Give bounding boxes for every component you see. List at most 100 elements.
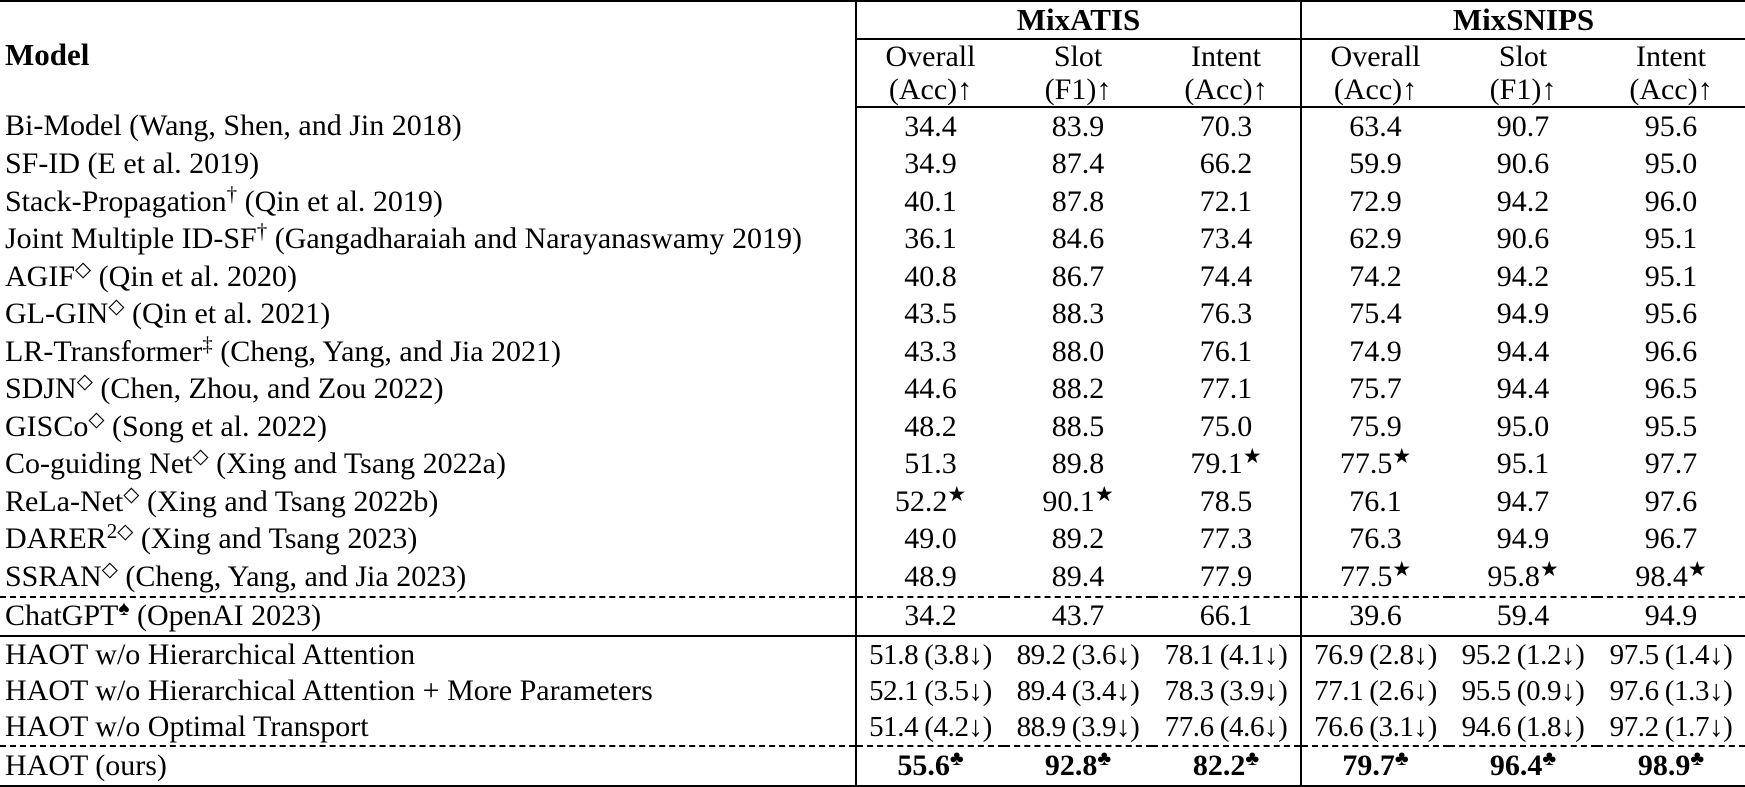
table-row: Co-guiding Net◇ (Xing and Tsang 2022a) 51… (0, 444, 1745, 483)
value-cell: 94.9 (1496, 297, 1550, 331)
value-cell: 95.6 (1644, 109, 1698, 143)
value-cell: 70.3 (1199, 109, 1253, 143)
value-cell: 83.9 (1051, 109, 1105, 143)
value-cell: 95.1 (1644, 222, 1698, 256)
value-cell: 75.4 (1300, 295, 1450, 333)
header-mixatis-overall: Overall (Acc)↑ (855, 39, 1004, 108)
value-cell: 84.6 (1051, 222, 1105, 256)
value-cell: 34.9 (855, 145, 1004, 183)
value-cell: 95.5 (0.9↓) (1461, 674, 1585, 707)
value-cell: 43.7 (1004, 595, 1152, 636)
model-name: Bi-Model (Wang, Shen, and Jin 2018) (5, 109, 462, 143)
value-cell: 76.1 (1300, 483, 1450, 521)
value-cell: 34.4 (855, 107, 1004, 146)
value-cell: 78.5 (1199, 484, 1253, 518)
model-name: HAOT (ours) (0, 745, 856, 786)
value-cell: 75.0 (1199, 409, 1253, 443)
table-row: SF-ID (E et al. 2019) 34.9 87.4 66.2 59.9 90.… (0, 145, 1745, 183)
value-cell: 95.0 (1496, 409, 1550, 443)
model-name: Co-guiding Net◇ (Xing and Tsang 2022a) (5, 444, 506, 481)
table-row: DARER2◇ (Xing and Tsang 2023) 49.0 89.2 77.… (0, 519, 1745, 558)
value-cell: 76.3 (1199, 297, 1253, 331)
value-cell: 59.9 (1300, 145, 1450, 183)
value-cell: 52.2★ (855, 483, 1004, 521)
value-cell: 95.2 (1.2↓) (1449, 635, 1598, 673)
value-cell: 51.3 (855, 445, 1004, 483)
table-row: SSRAN◇ (Cheng, Yang, and Jia 2023) 48.9 89… (0, 558, 1745, 597)
value-cell: 77.6 (4.6↓) (1164, 710, 1288, 743)
value-cell: 97.6 (1.3↓) (1609, 674, 1733, 707)
value-cell: 95.1 (1496, 447, 1550, 481)
metric-header-row: Overall (Acc)↑ Slot (F1)↑ Intent (Acc)↑ Ove… (0, 39, 1745, 108)
model-name: HAOT w/o Hierarchical Attention + More P… (5, 674, 653, 707)
value-cell: 43.3 (855, 333, 1004, 371)
value-cell: 77.1 (2.6↓) (1300, 673, 1450, 709)
value-cell: 82.2♣ (1152, 745, 1302, 786)
value-cell: 94.2 (1496, 259, 1550, 293)
value-cell: 94.7 (1496, 484, 1550, 518)
value-cell: 78.1 (4.1↓) (1152, 635, 1302, 673)
model-name: SDJN◇ (Chen, Zhou, and Zou 2022) (5, 369, 444, 406)
value-cell: 87.8 (1051, 184, 1105, 218)
value-cell: 90.6 (1496, 222, 1550, 256)
value-cell: 51.4 (4.2↓) (855, 709, 1004, 746)
value-cell: 76.6 (3.1↓) (1300, 709, 1450, 746)
model-name: DARER2◇ (Xing and Tsang 2023) (5, 519, 418, 556)
table-row: ReLa-Net◇ (Xing and Tsang 2022b) 52.2★ 90.… (0, 483, 1745, 521)
table-row: AGIF◇ (Qin et al. 2020) 40.8 86.7 74.4 74.2 9… (0, 258, 1745, 296)
table-row: HAOT (ours) 55.6♣ 92.8♣ 82.2♣ 79.7♣ 96.4♣ 98.9… (0, 745, 1745, 786)
value-cell: 87.4 (1051, 147, 1105, 181)
value-cell: 66.1 (1152, 595, 1302, 636)
value-cell: 77.5★ (1300, 558, 1450, 597)
model-name: GL-GIN◇ (Qin et al. 2021) (5, 294, 331, 331)
value-cell: 96.6 (1644, 334, 1698, 368)
value-cell: 94.6 (1.8↓) (1461, 710, 1585, 743)
value-cell: 98.9♣ (1597, 745, 1745, 786)
value-cell: 51.8 (3.8↓) (855, 635, 1004, 673)
value-cell: 66.2 (1199, 147, 1253, 181)
value-cell: 77.9 (1199, 559, 1253, 593)
table-row: Joint Multiple ID-SF† (Gangadharaiah and… (0, 220, 1745, 258)
value-cell: 49.0 (855, 520, 1004, 558)
value-cell: 77.1 (1199, 372, 1253, 406)
value-cell: 92.8♣ (1004, 745, 1152, 786)
value-cell: 34.2 (855, 595, 1004, 636)
value-cell: 90.1★ (1042, 481, 1114, 518)
header-mixsnips-slot: Slot (F1)↑ (1449, 39, 1598, 108)
value-cell: 95.1 (1644, 259, 1698, 293)
model-name: SF-ID (E et al. 2019) (5, 147, 260, 181)
value-cell: 73.4 (1199, 222, 1253, 256)
model-name: AGIF◇ (Qin et al. 2020) (5, 256, 297, 293)
value-cell: 96.5 (1644, 372, 1698, 406)
value-cell: 94.2 (1496, 184, 1550, 218)
group-header-mixatis: MixATIS (854, 1, 1302, 40)
value-cell: 79.7♣ (1300, 745, 1450, 786)
table-row: HAOT w/o Hierarchical Attention + More P… (0, 673, 1745, 709)
table-row: GISCo◇ (Song et al. 2022) 48.2 88.5 75.0 75.… (0, 408, 1745, 446)
value-cell: 88.3 (1051, 297, 1105, 331)
table-row: LR-Transformer‡ (Cheng, Yang, and Jia 20… (0, 333, 1745, 371)
value-cell: 95.5 (1644, 409, 1698, 443)
value-cell: 74.9 (1300, 333, 1450, 371)
model-name: ChatGPT♠ (OpenAI 2023) (0, 595, 856, 636)
group-header-row: Model MixATIS MixSNIPS (0, 1, 1745, 72)
value-cell: 89.8 (1051, 447, 1105, 481)
value-cell: 95.8★ (1487, 556, 1559, 593)
value-cell: 72.9 (1300, 183, 1450, 221)
model-name: Stack-Propagation† (Qin et al. 2019) (5, 181, 443, 218)
value-cell: 88.0 (1051, 334, 1105, 368)
table-row: HAOT w/o Optimal Transport 51.4 (4.2↓) 88.9… (0, 709, 1745, 746)
value-cell: 79.1★ (1190, 444, 1262, 481)
value-cell: 77.3 (1199, 522, 1253, 556)
value-cell: 75.7 (1300, 370, 1450, 408)
value-cell: 76.1 (1199, 334, 1253, 368)
value-cell: 95.6 (1644, 297, 1698, 331)
model-name: HAOT w/o Hierarchical Attention (0, 635, 856, 673)
value-cell: 88.5 (1051, 409, 1105, 443)
value-cell: 76.3 (1300, 520, 1450, 558)
table-header: Model MixATIS MixSNIPS Overall (Acc)↑ Slo… (0, 1, 1745, 108)
value-cell: 97.7 (1644, 447, 1698, 481)
value-cell: 72.1 (1199, 184, 1253, 218)
table-body: Bi-Model (Wang, Shen, and Jin 2018) 34.4 8… (0, 107, 1745, 786)
